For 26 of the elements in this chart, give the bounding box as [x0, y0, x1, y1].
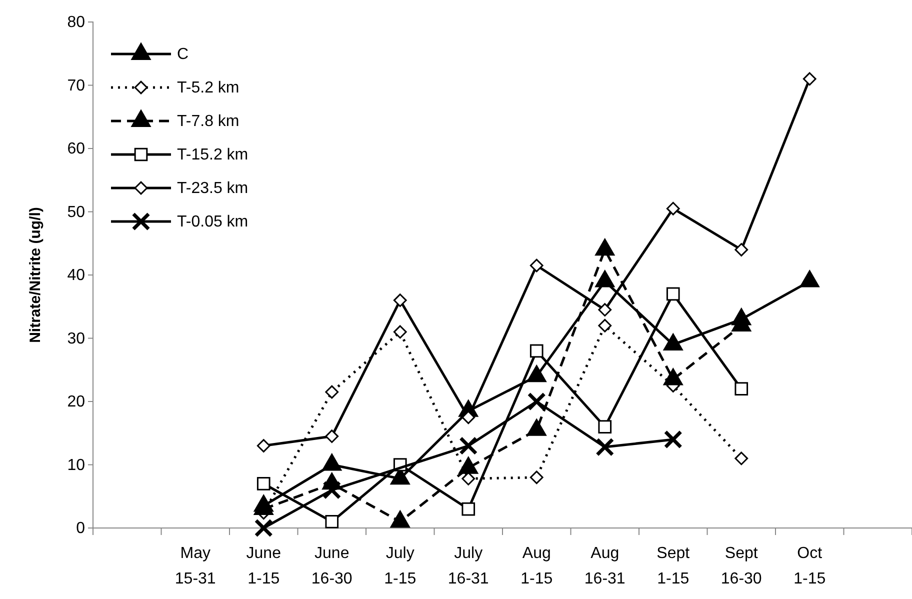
y-tick-label: 0	[76, 520, 86, 538]
legend-label: T-0.05 km	[177, 214, 248, 230]
legend-label: T-23.5 km	[177, 180, 248, 197]
y-tick-label: 80	[67, 14, 86, 32]
y-tick-label: 60	[67, 140, 86, 158]
y-tick-label: 20	[67, 394, 86, 411]
x-tick-label: Oct 1-15	[794, 545, 826, 588]
x-tick-label: June 16-30	[311, 545, 352, 588]
y-tick-label: 50	[67, 204, 86, 221]
legend-label: C	[177, 46, 189, 63]
legend-label: T-7.8 km	[177, 113, 240, 130]
y-tick-label: 70	[67, 77, 86, 94]
y-tick-label: 40	[67, 267, 86, 284]
x-tick-label: June 1-15	[246, 545, 282, 588]
x-tick-label: July 1-15	[384, 545, 416, 588]
x-tick-label: Aug 1-15	[520, 545, 553, 588]
x-tick-label: Sept 16-30	[720, 545, 762, 588]
x-tick-label: Aug 16-31	[584, 545, 626, 588]
x-tick-label: Sept 1-15	[656, 545, 690, 588]
x-tick-label: July 16-31	[448, 545, 489, 588]
y-tick-label: 10	[67, 456, 86, 474]
legend-label: T-15.2 km	[177, 146, 248, 164]
y-tick-label: 30	[67, 330, 86, 348]
x-tick-label: May 15-31	[174, 545, 216, 588]
y-axis-title: Nitrate/Nitrite (ug/l)	[27, 207, 44, 343]
legend-label: T-5.2 km	[177, 80, 240, 96]
